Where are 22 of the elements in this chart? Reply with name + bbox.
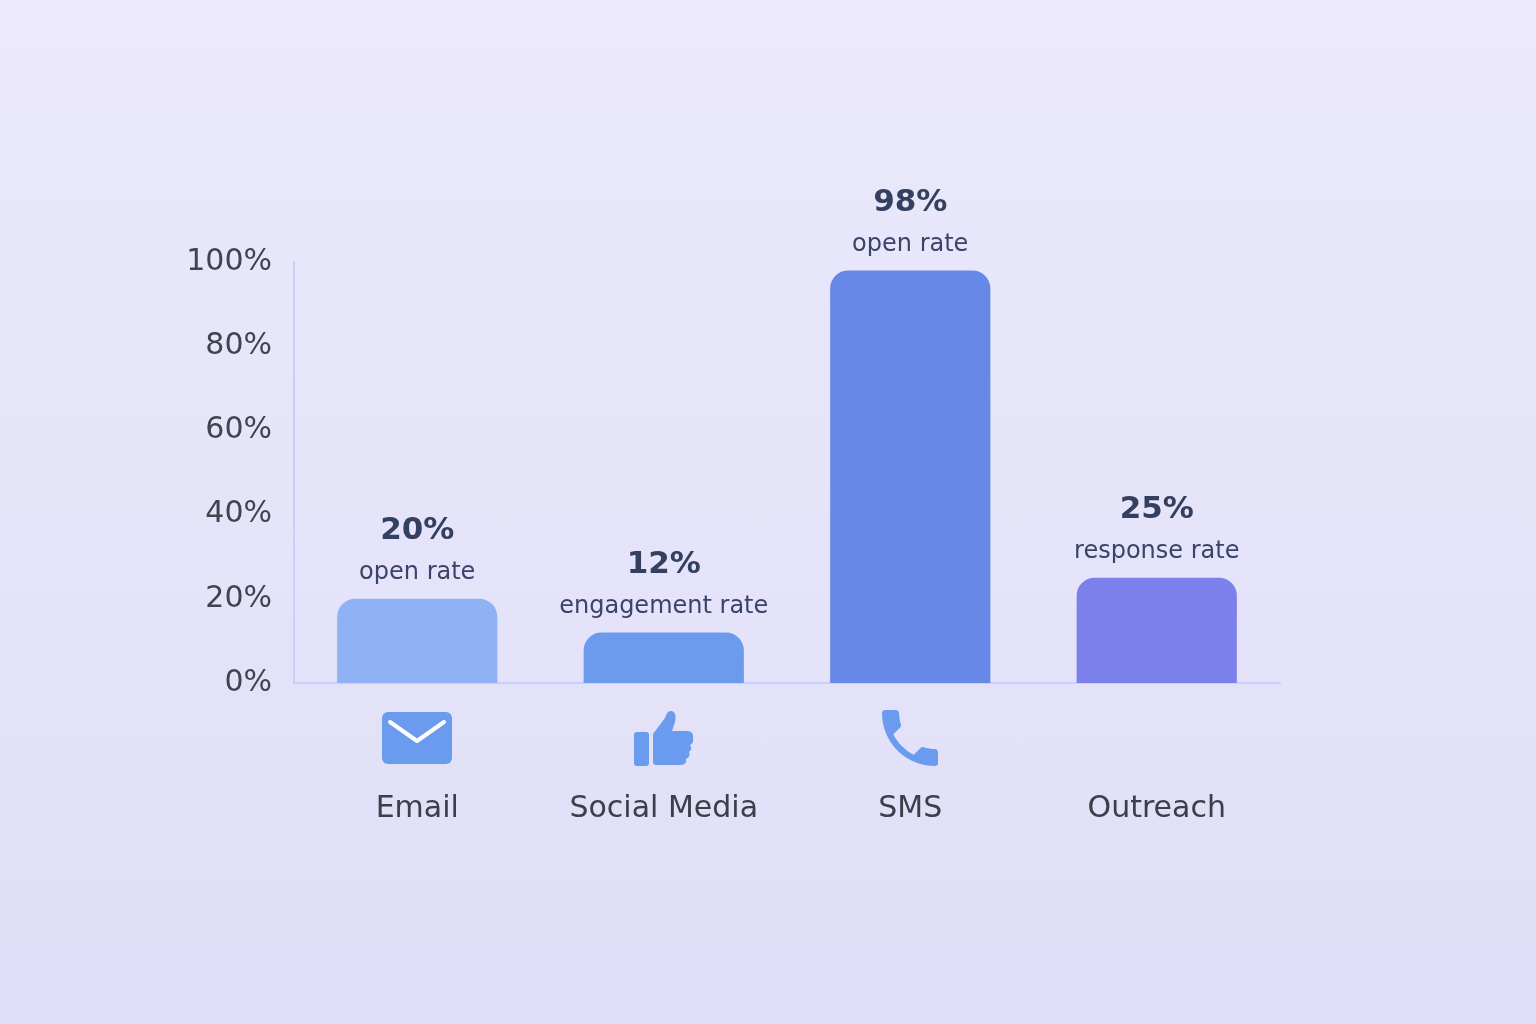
y-tick-label: 40% xyxy=(205,494,272,530)
x-tick-label: SMS xyxy=(878,788,943,824)
y-tick-label: 20% xyxy=(205,578,272,614)
data-label: 20% xyxy=(380,510,455,547)
data-label: 25% xyxy=(1119,489,1194,526)
bar xyxy=(1076,577,1237,683)
y-tick-label: 100% xyxy=(186,241,272,277)
x-tick-label: Email xyxy=(375,788,459,824)
annotation: open rate xyxy=(359,557,476,586)
annotation: engagement rate xyxy=(559,590,769,619)
bar xyxy=(583,632,744,683)
x-tick-label: Social Media xyxy=(569,788,759,824)
data-label: 12% xyxy=(626,544,701,581)
y-tick-label: 0% xyxy=(224,662,272,698)
data-label: 98% xyxy=(873,181,948,218)
annotation: open rate xyxy=(852,228,969,257)
annotation: response rate xyxy=(1074,535,1240,564)
bar xyxy=(830,270,991,683)
y-tick-label: 80% xyxy=(205,326,272,361)
y-tick-label: 60% xyxy=(205,410,272,446)
x-tick-label: Outreach xyxy=(1087,788,1226,824)
bar xyxy=(337,598,498,683)
